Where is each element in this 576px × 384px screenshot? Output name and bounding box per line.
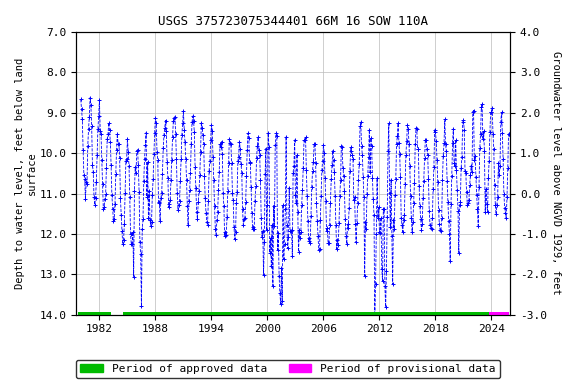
Y-axis label: Groundwater level above NGVD 1929, feet: Groundwater level above NGVD 1929, feet (551, 51, 561, 295)
Legend: Period of approved data, Period of provisional data: Period of approved data, Period of provi… (76, 359, 500, 379)
Title: USGS 375723075344401 66M 16 SOW 110A: USGS 375723075344401 66M 16 SOW 110A (158, 15, 428, 28)
Bar (78, 312, 111, 318)
Y-axis label: Depth to water level, feet below land
surface: Depth to water level, feet below land su… (15, 58, 37, 289)
Bar (123, 312, 488, 318)
Bar (488, 312, 509, 318)
